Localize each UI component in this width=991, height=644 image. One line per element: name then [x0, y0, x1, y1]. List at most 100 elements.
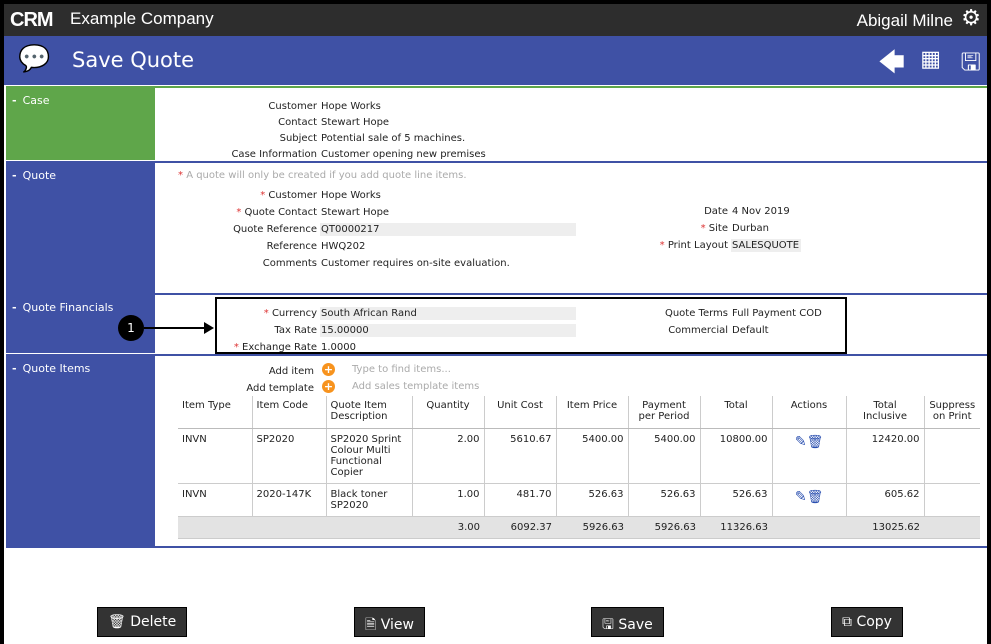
- add-item-plus-icon[interactable]: +: [322, 363, 335, 376]
- label-text: Currency: [271, 308, 317, 319]
- field-label: * Currency: [117, 308, 317, 319]
- column-header[interactable]: Item Price: [555, 396, 628, 429]
- field-value[interactable]: Customer opening new premises: [321, 149, 486, 160]
- column-header[interactable]: Quote Item Description: [325, 396, 412, 429]
- table-cell: 2020-147K: [251, 483, 326, 517]
- field-label: * Exchange Rate: [117, 342, 317, 353]
- field-label: * Print Layout: [528, 240, 728, 251]
- column-header[interactable]: Unit Cost: [483, 396, 556, 429]
- app-window: CRM Example Company Abigail Milne ⚙ 💬 Sa…: [4, 4, 987, 644]
- label-text: Quote Contact: [244, 207, 318, 218]
- table-cell: 12420.00: [845, 428, 924, 484]
- add-template-label: Add template: [246, 383, 314, 394]
- button-label: Save: [618, 617, 653, 633]
- callout-box: [215, 297, 847, 354]
- page-title: Save Quote: [72, 48, 195, 72]
- financials-section: - Quote Financials 1 * Currency South Afri…: [6, 293, 987, 354]
- field-value[interactable]: 4 Nov 2019: [732, 206, 790, 217]
- edit-pencil-icon[interactable]: ✎: [794, 433, 807, 450]
- field-value[interactable]: Hope Works: [321, 101, 381, 112]
- copy-button[interactable]: ⧉ Copy: [831, 607, 903, 637]
- table-cell: [772, 516, 846, 539]
- table-cell: 5926.63: [628, 516, 700, 539]
- column-header[interactable]: Total Inclusive: [845, 396, 924, 429]
- field-value[interactable]: Default: [732, 325, 769, 336]
- section-label: Quote: [22, 169, 57, 182]
- label-text: Comments: [262, 258, 317, 269]
- title-bar: 💬 Save Quote 🡄 ▦ 🖫: [4, 36, 987, 85]
- table-cell: ✎🗑: [771, 428, 846, 484]
- label-text: Reference: [266, 241, 317, 252]
- user-name[interactable]: Abigail Milne: [856, 11, 953, 30]
- column-header[interactable]: Item Code: [251, 396, 326, 429]
- table-row: INVN 2020-147K Black toner SP2020 1.00 481.7…: [178, 483, 980, 517]
- quote-note: * A quote will only be created if you ad…: [178, 170, 467, 181]
- column-header[interactable]: Suppress on Print: [923, 396, 980, 429]
- trash-icon[interactable]: 🗑: [806, 434, 824, 450]
- label-text: Print Layout: [667, 240, 728, 251]
- field-value: SALESQUOTE: [731, 239, 801, 252]
- label-text: Quote Terms: [664, 308, 728, 319]
- label-text: Subject: [279, 133, 317, 144]
- gear-icon[interactable]: ⚙: [961, 6, 981, 31]
- field-value[interactable]: Stewart Hope: [321, 117, 390, 128]
- table-cell: [178, 516, 252, 539]
- table-cell: [923, 483, 980, 517]
- column-header[interactable]: Payment per Period: [627, 396, 700, 429]
- table-cell: 3.00: [412, 516, 484, 539]
- case-section-header[interactable]: - Case: [6, 88, 155, 160]
- table-cell: 481.70: [483, 483, 556, 517]
- arrow-head-icon: [204, 322, 214, 334]
- field-value[interactable]: Stewart Hope: [321, 207, 390, 218]
- field-value[interactable]: 1.0000: [321, 342, 356, 353]
- table-cell: 6092.37: [484, 516, 556, 539]
- column-header[interactable]: Item Type: [178, 396, 252, 429]
- table-cell: 5926.63: [556, 516, 628, 539]
- label-text: Date: [704, 206, 728, 217]
- field-label: Comments: [117, 258, 317, 269]
- column-header[interactable]: Quantity: [411, 396, 484, 429]
- table-cell: INVN: [178, 483, 252, 517]
- table-cell: [924, 516, 980, 539]
- edit-pencil-icon[interactable]: ✎: [794, 488, 807, 505]
- add-template-input[interactable]: Add sales template items: [352, 381, 480, 392]
- note-text: A quote will only be created if you add …: [186, 170, 467, 181]
- back-arrow-icon[interactable]: 🡄: [878, 48, 905, 78]
- required-marker: *: [700, 223, 709, 234]
- delete-button[interactable]: 🗑 Delete: [97, 607, 188, 637]
- field-value[interactable]: HWQ202: [321, 241, 366, 252]
- table-row: INVN SP2020 SP2020 Sprint Colour Multi Fun…: [178, 428, 980, 484]
- column-header[interactable]: Actions: [771, 396, 846, 429]
- quote-section-header[interactable]: - Quote: [6, 163, 155, 293]
- items-section-header[interactable]: - Quote Items: [6, 356, 155, 546]
- field-value[interactable]: Customer requires on-site evaluation.: [321, 258, 510, 269]
- table-cell: Black toner SP2020: [325, 483, 412, 517]
- view-button[interactable]: 🗎 View: [354, 607, 425, 637]
- add-template-plus-icon[interactable]: +: [322, 380, 335, 393]
- table-cell: [252, 516, 326, 539]
- trash-icon: 🗑: [108, 614, 126, 630]
- label-text: Commercial: [668, 325, 728, 336]
- field-value[interactable]: Durban: [732, 223, 769, 234]
- required-marker: *: [236, 207, 245, 218]
- table-cell: 5400.00: [627, 428, 700, 484]
- save-icon[interactable]: 🖫: [960, 48, 981, 76]
- building-icon[interactable]: ▦: [920, 47, 941, 72]
- table-cell: 605.62: [845, 483, 924, 517]
- field-label: Commercial: [528, 325, 728, 336]
- crm-logo: CRM: [10, 9, 54, 31]
- company-name: Example Company: [70, 9, 214, 28]
- save-button[interactable]: 🖫 Save: [591, 607, 664, 637]
- section-label: Case: [22, 94, 50, 107]
- add-item-input[interactable]: Type to find items...: [352, 364, 451, 375]
- top-bar: CRM Example Company Abigail Milne ⚙: [4, 4, 987, 36]
- column-header[interactable]: Total: [699, 396, 772, 429]
- field-value[interactable]: Full Payment COD: [732, 308, 822, 319]
- field-label: Quote Reference: [117, 224, 317, 235]
- table-cell: ✎🗑: [771, 483, 846, 517]
- table-cell: 526.63: [699, 483, 772, 517]
- field-value[interactable]: Hope Works: [321, 190, 381, 201]
- table-cell: 5610.67: [483, 428, 556, 484]
- trash-icon[interactable]: 🗑: [806, 489, 824, 505]
- field-value[interactable]: Potential sale of 5 machines.: [321, 133, 466, 144]
